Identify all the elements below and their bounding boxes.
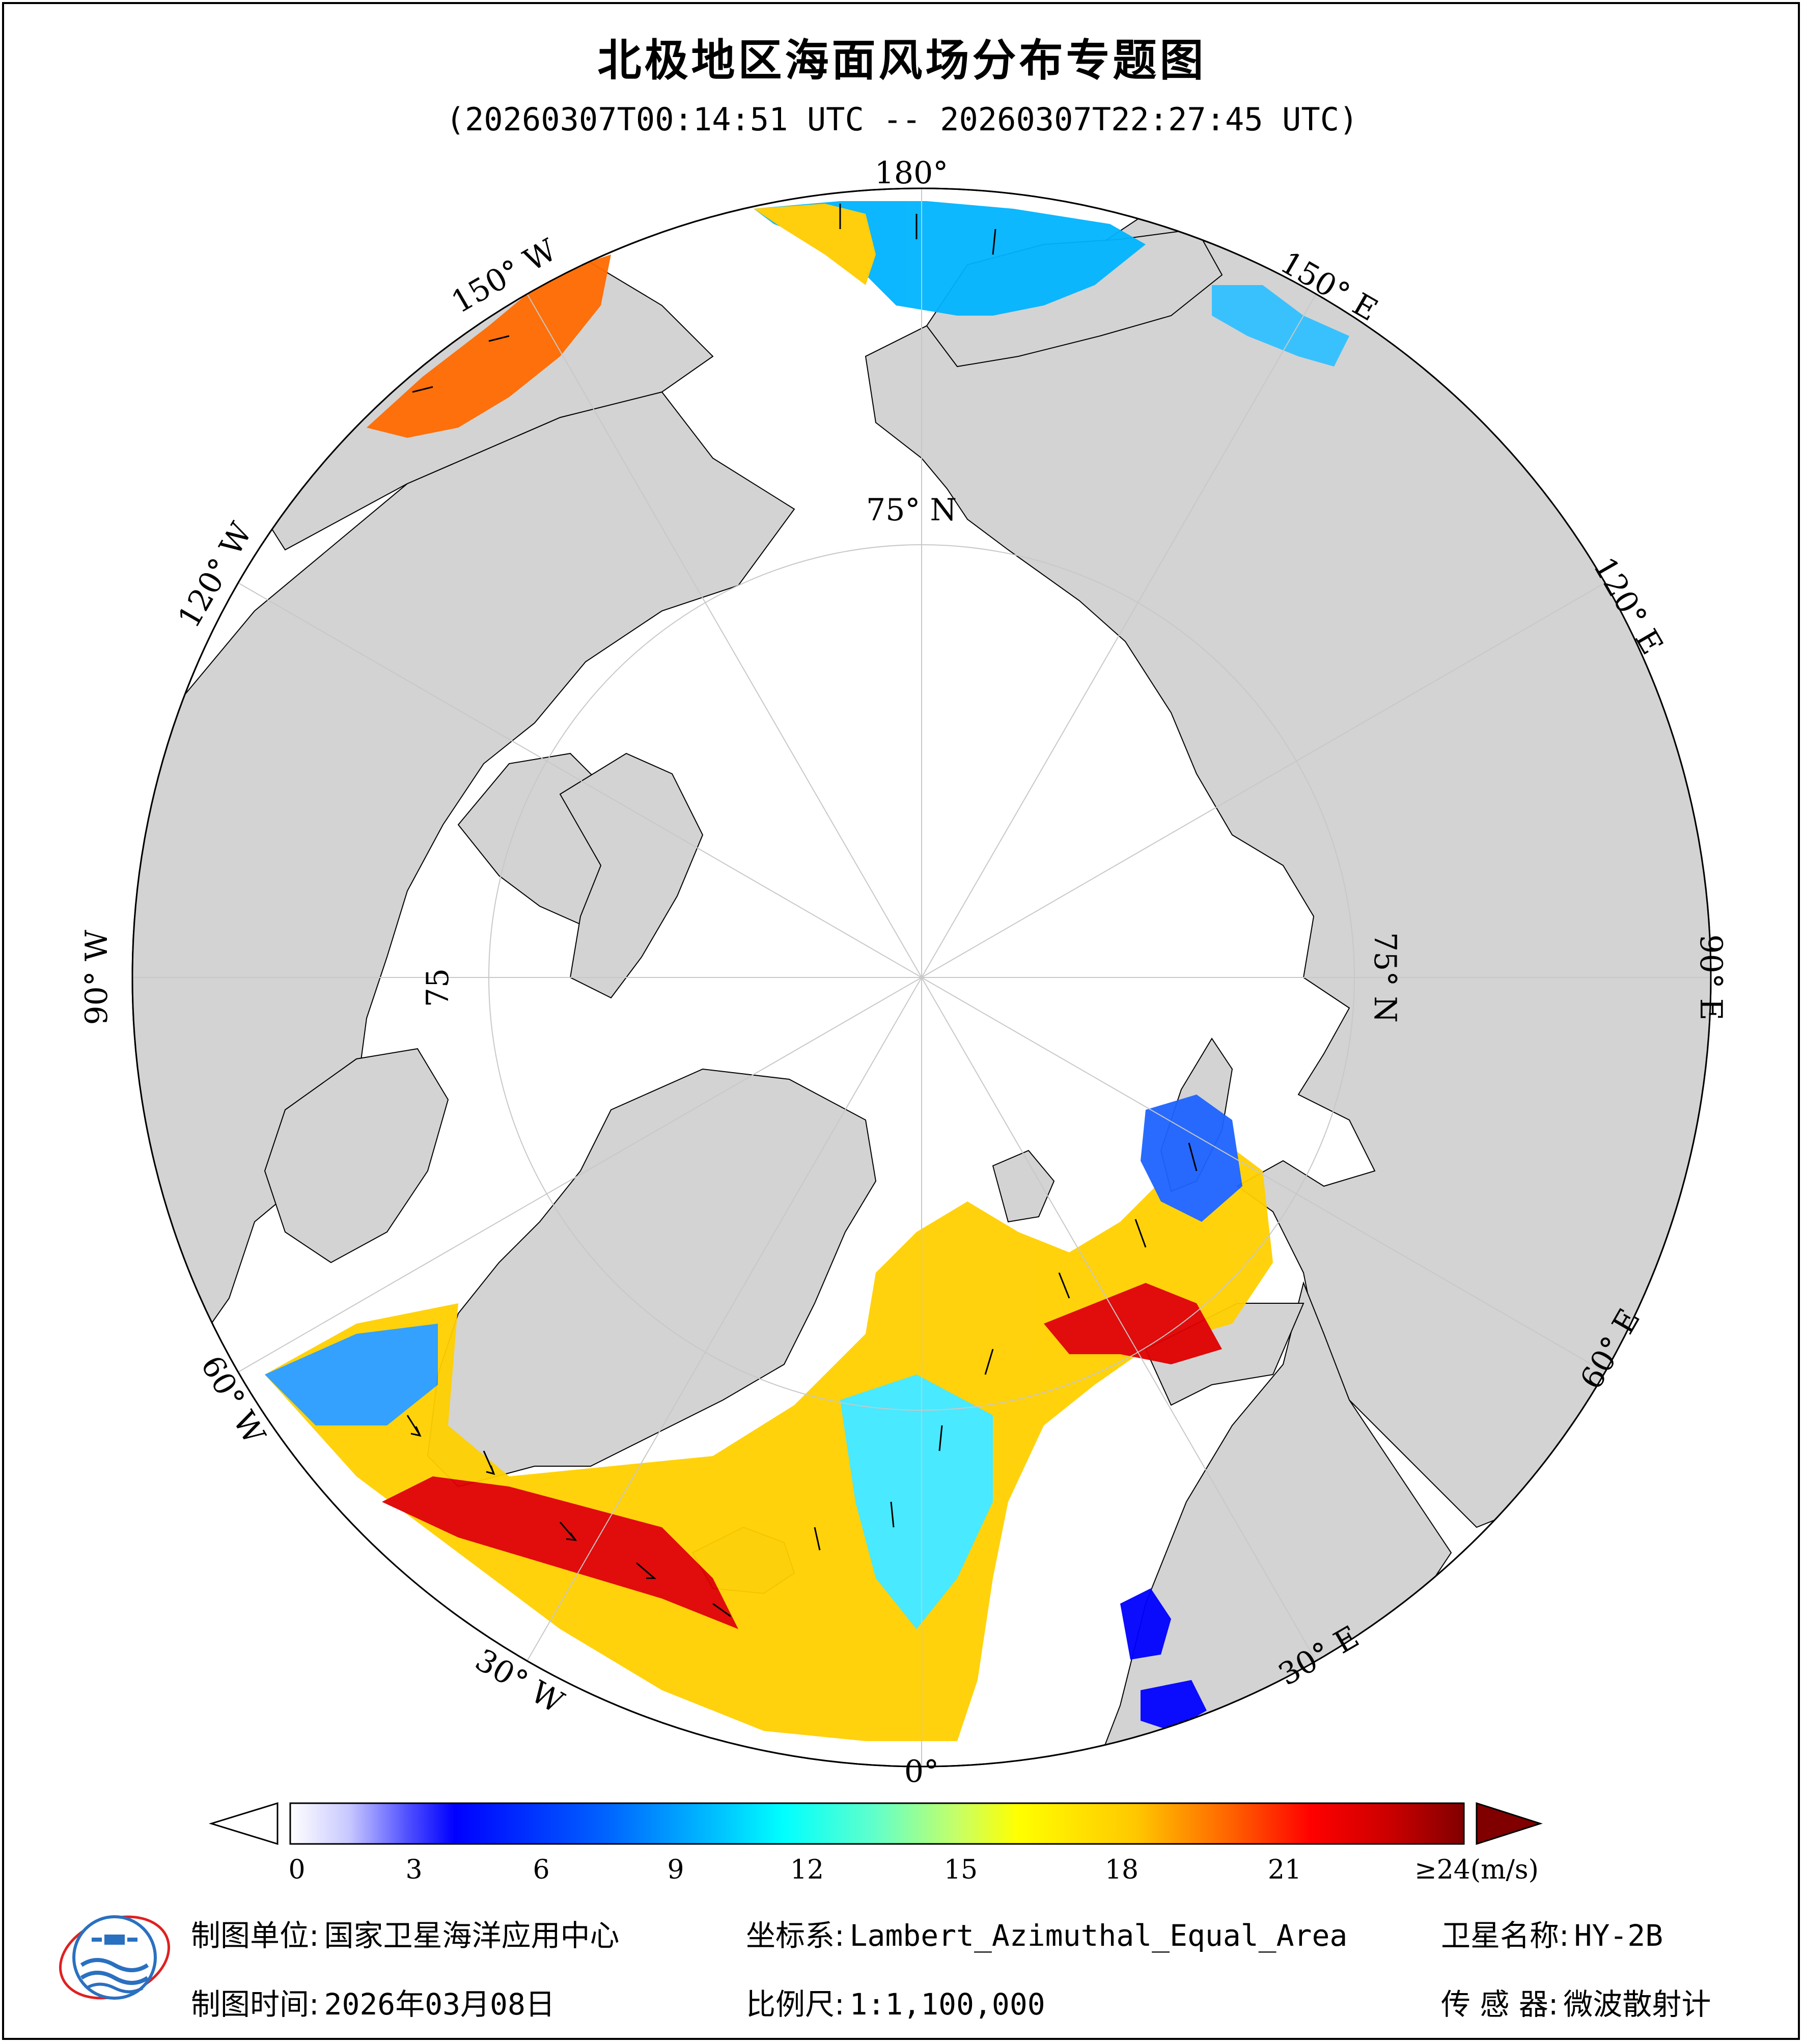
swath-cyan-norwegian xyxy=(840,1375,993,1629)
footer-unit-key: 制图单位: xyxy=(191,1918,319,1953)
land-greenland xyxy=(427,1068,877,1488)
colorbar-tick-12: 12 xyxy=(790,1855,824,1885)
nsoas-logo-icon xyxy=(59,1915,171,2000)
footer-sat-key: 卫星名称: xyxy=(1441,1918,1569,1953)
footer-scale-key: 比例尺: xyxy=(746,1987,845,2022)
footer-sensor-key: 传 感 器: xyxy=(1441,1987,1559,2022)
colorbar-tick-9: 9 xyxy=(667,1855,684,1885)
wind-vectors xyxy=(406,204,1198,1617)
wind-swaths xyxy=(265,201,1349,1741)
swath-blue-west xyxy=(265,1324,438,1425)
colorbar-unit-label: ≥24(m/s) xyxy=(1414,1855,1539,1885)
footer-sat-value: HY-2B xyxy=(1574,1918,1663,1953)
swath-siberia-ne xyxy=(1212,285,1349,367)
label-lat-75-top: 75° N xyxy=(866,492,957,528)
swath-red-core-east xyxy=(1044,1283,1222,1364)
swath-baltic xyxy=(1120,1588,1171,1660)
time-range: (20260307T00:14:51 UTC -- 20260307T22:27… xyxy=(446,101,1358,138)
land-baffin xyxy=(264,1048,449,1264)
footer-crs-value: Lambert_Azimuthal_Equal_Area xyxy=(849,1918,1348,1953)
swath-baltic-2 xyxy=(1141,1680,1207,1731)
footer-crs: 坐标系: Lambert_Azimuthal_Equal_Area xyxy=(746,1912,1347,1954)
footer-unit-value: 国家卫星海洋应用中心 xyxy=(324,1918,620,1953)
label-lat-75-left: 75 xyxy=(420,968,456,1007)
map-title: 北极地区海面风场分布专题图 xyxy=(597,35,1207,86)
colorbar-tick-6: 6 xyxy=(533,1855,549,1885)
label-lon-90w: 90° W xyxy=(79,930,115,1025)
footer-scale: 比例尺: 1:1,100,000 xyxy=(746,1980,1045,2023)
footer-date: 制图时间: 2026年03月08日 xyxy=(191,1980,555,2023)
colorbar-max-arrow xyxy=(1476,1802,1543,1845)
label-lon-180: 180° xyxy=(875,155,949,191)
colorbar-gradient xyxy=(289,1802,1465,1845)
footer-crs-key: 坐标系: xyxy=(746,1918,845,1953)
swath-alaska xyxy=(367,255,611,438)
colorbar-min-arrow xyxy=(208,1802,279,1845)
colorbar-tick-18: 18 xyxy=(1105,1855,1139,1885)
swath-north-atlantic xyxy=(265,1140,1273,1741)
land-ellesmere xyxy=(559,752,704,999)
colorbar-tick-3: 3 xyxy=(405,1855,422,1885)
footer-scale-value: 1:1,100,000 xyxy=(849,1987,1045,2022)
swath-red-core-west xyxy=(382,1476,738,1629)
footer-date-value: 2026年03月08日 xyxy=(324,1987,555,2022)
colorbar: 0 3 6 9 12 15 18 21 ≥24(m/s) xyxy=(208,1802,1543,1885)
footer-sensor-value: 微波散射计 xyxy=(1563,1987,1711,2022)
swath-bering-yellow xyxy=(754,204,876,285)
label-lat-75-right: 75° N xyxy=(1367,932,1403,1023)
footer-date-key: 制图时间: xyxy=(191,1987,319,2022)
colorbar-tick-21: 21 xyxy=(1268,1855,1301,1885)
label-lon-90e: 90° E xyxy=(1693,934,1729,1020)
colorbar-tick-0: 0 xyxy=(288,1855,305,1885)
footer-unit: 制图单位: 国家卫星海洋应用中心 xyxy=(191,1912,620,1954)
footer-sensor: 传 感 器: 微波散射计 xyxy=(1441,1980,1711,2023)
graticule xyxy=(132,188,1711,1767)
colorbar-tick-15: 15 xyxy=(944,1855,978,1885)
footer-satellite: 卫星名称: HY-2B xyxy=(1441,1912,1663,1954)
label-lon-0: 0° xyxy=(904,1754,939,1789)
swath-blue-barents xyxy=(1141,1095,1242,1222)
